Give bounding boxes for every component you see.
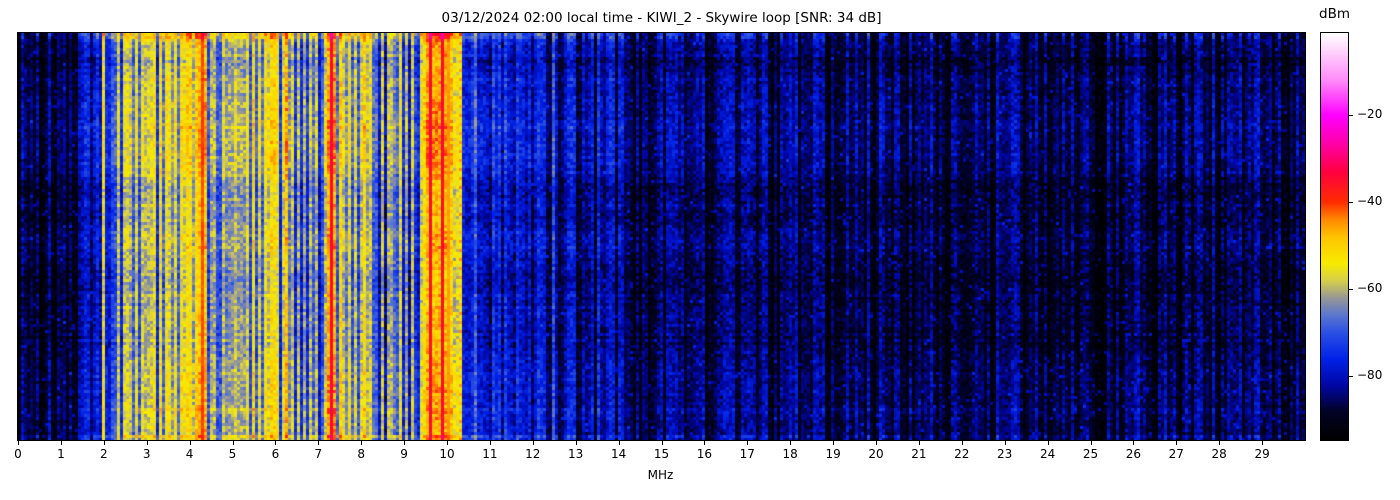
colorbar-tick-label: −40: [1357, 194, 1383, 209]
x-tick: [918, 441, 920, 445]
x-tick: [146, 441, 148, 445]
x-tick: [790, 441, 792, 445]
x-tick: [532, 441, 534, 445]
x-tick-label: 6: [271, 447, 280, 461]
plot-area: [17, 32, 1306, 441]
colorbar-tick-label: −60: [1357, 281, 1383, 296]
colorbar-tick: [1349, 375, 1353, 377]
x-tick: [189, 441, 191, 445]
x-tick-label: 18: [782, 447, 798, 461]
x-tick: [1219, 441, 1221, 445]
x-tick: [876, 441, 877, 445]
spectrogram-heatmap: [18, 33, 1305, 440]
x-tick: [1133, 441, 1135, 445]
colorbar-tick: [1349, 288, 1353, 290]
x-tick-label: 28: [1211, 447, 1227, 461]
x-tick: [704, 441, 706, 445]
x-tick-label: 15: [653, 447, 670, 461]
x-tick: [489, 441, 491, 445]
colorbar-tick: [1349, 114, 1353, 116]
x-tick: [103, 441, 105, 445]
x-tick-label: 4: [185, 447, 194, 461]
x-tick: [404, 441, 406, 445]
colorbar-tick-label: −80: [1357, 368, 1383, 383]
x-axis-label: MHz: [647, 468, 674, 482]
x-tick-label: 23: [997, 447, 1013, 461]
x-tick-label: 26: [1125, 447, 1142, 461]
x-tick-label: 22: [954, 447, 970, 461]
x-tick-label: 16: [696, 447, 713, 461]
x-tick: [747, 441, 749, 445]
x-tick: [361, 441, 363, 445]
x-tick-label: 9: [400, 447, 408, 461]
x-tick-label: 24: [1039, 447, 1056, 461]
x-tick: [1176, 441, 1178, 445]
x-tick-label: 17: [739, 447, 755, 461]
x-tick: [447, 441, 448, 445]
x-tick-label: 10: [439, 447, 455, 461]
x-tick: [961, 441, 963, 445]
x-tick: [618, 441, 620, 445]
x-tick: [318, 441, 320, 445]
colorbar-gradient: [1321, 33, 1348, 440]
x-tick: [1090, 441, 1092, 445]
x-tick-label: 5: [228, 447, 237, 461]
x-tick-label: 20: [868, 447, 884, 461]
x-tick: [232, 441, 234, 445]
x-tick: [1047, 441, 1049, 445]
x-tick: [661, 441, 663, 445]
x-tick-label: 13: [568, 447, 584, 461]
colorbar-tick-label: −20: [1357, 107, 1383, 122]
x-tick-label: 25: [1082, 447, 1099, 461]
x-tick-label: 14: [610, 447, 627, 461]
x-tick-label: 3: [142, 447, 151, 461]
colorbar-tick: [1349, 201, 1353, 203]
x-tick-label: 12: [525, 447, 541, 461]
x-tick: [1262, 441, 1264, 445]
x-tick: [575, 441, 577, 445]
x-tick: [275, 441, 277, 445]
x-tick: [60, 441, 62, 445]
x-tick-label: 7: [314, 447, 323, 461]
colorbar: [1320, 32, 1349, 441]
colorbar-label: dBm: [1319, 6, 1350, 22]
x-tick-label: 2: [99, 447, 108, 461]
x-tick: [1004, 441, 1006, 445]
x-tick-label: 27: [1168, 447, 1184, 461]
x-tick-label: 11: [482, 447, 498, 461]
x-tick-label: 1: [57, 447, 65, 461]
x-tick-label: 29: [1254, 447, 1270, 461]
chart-title: 03/12/2024 02:00 local time - KIWI_2 - S…: [441, 10, 882, 26]
x-tick-label: 21: [911, 447, 927, 461]
x-tick: [833, 441, 835, 445]
x-tick: [18, 441, 19, 445]
x-tick-label: 8: [357, 447, 365, 461]
x-tick-label: 0: [14, 447, 22, 461]
x-tick-label: 19: [825, 447, 841, 461]
